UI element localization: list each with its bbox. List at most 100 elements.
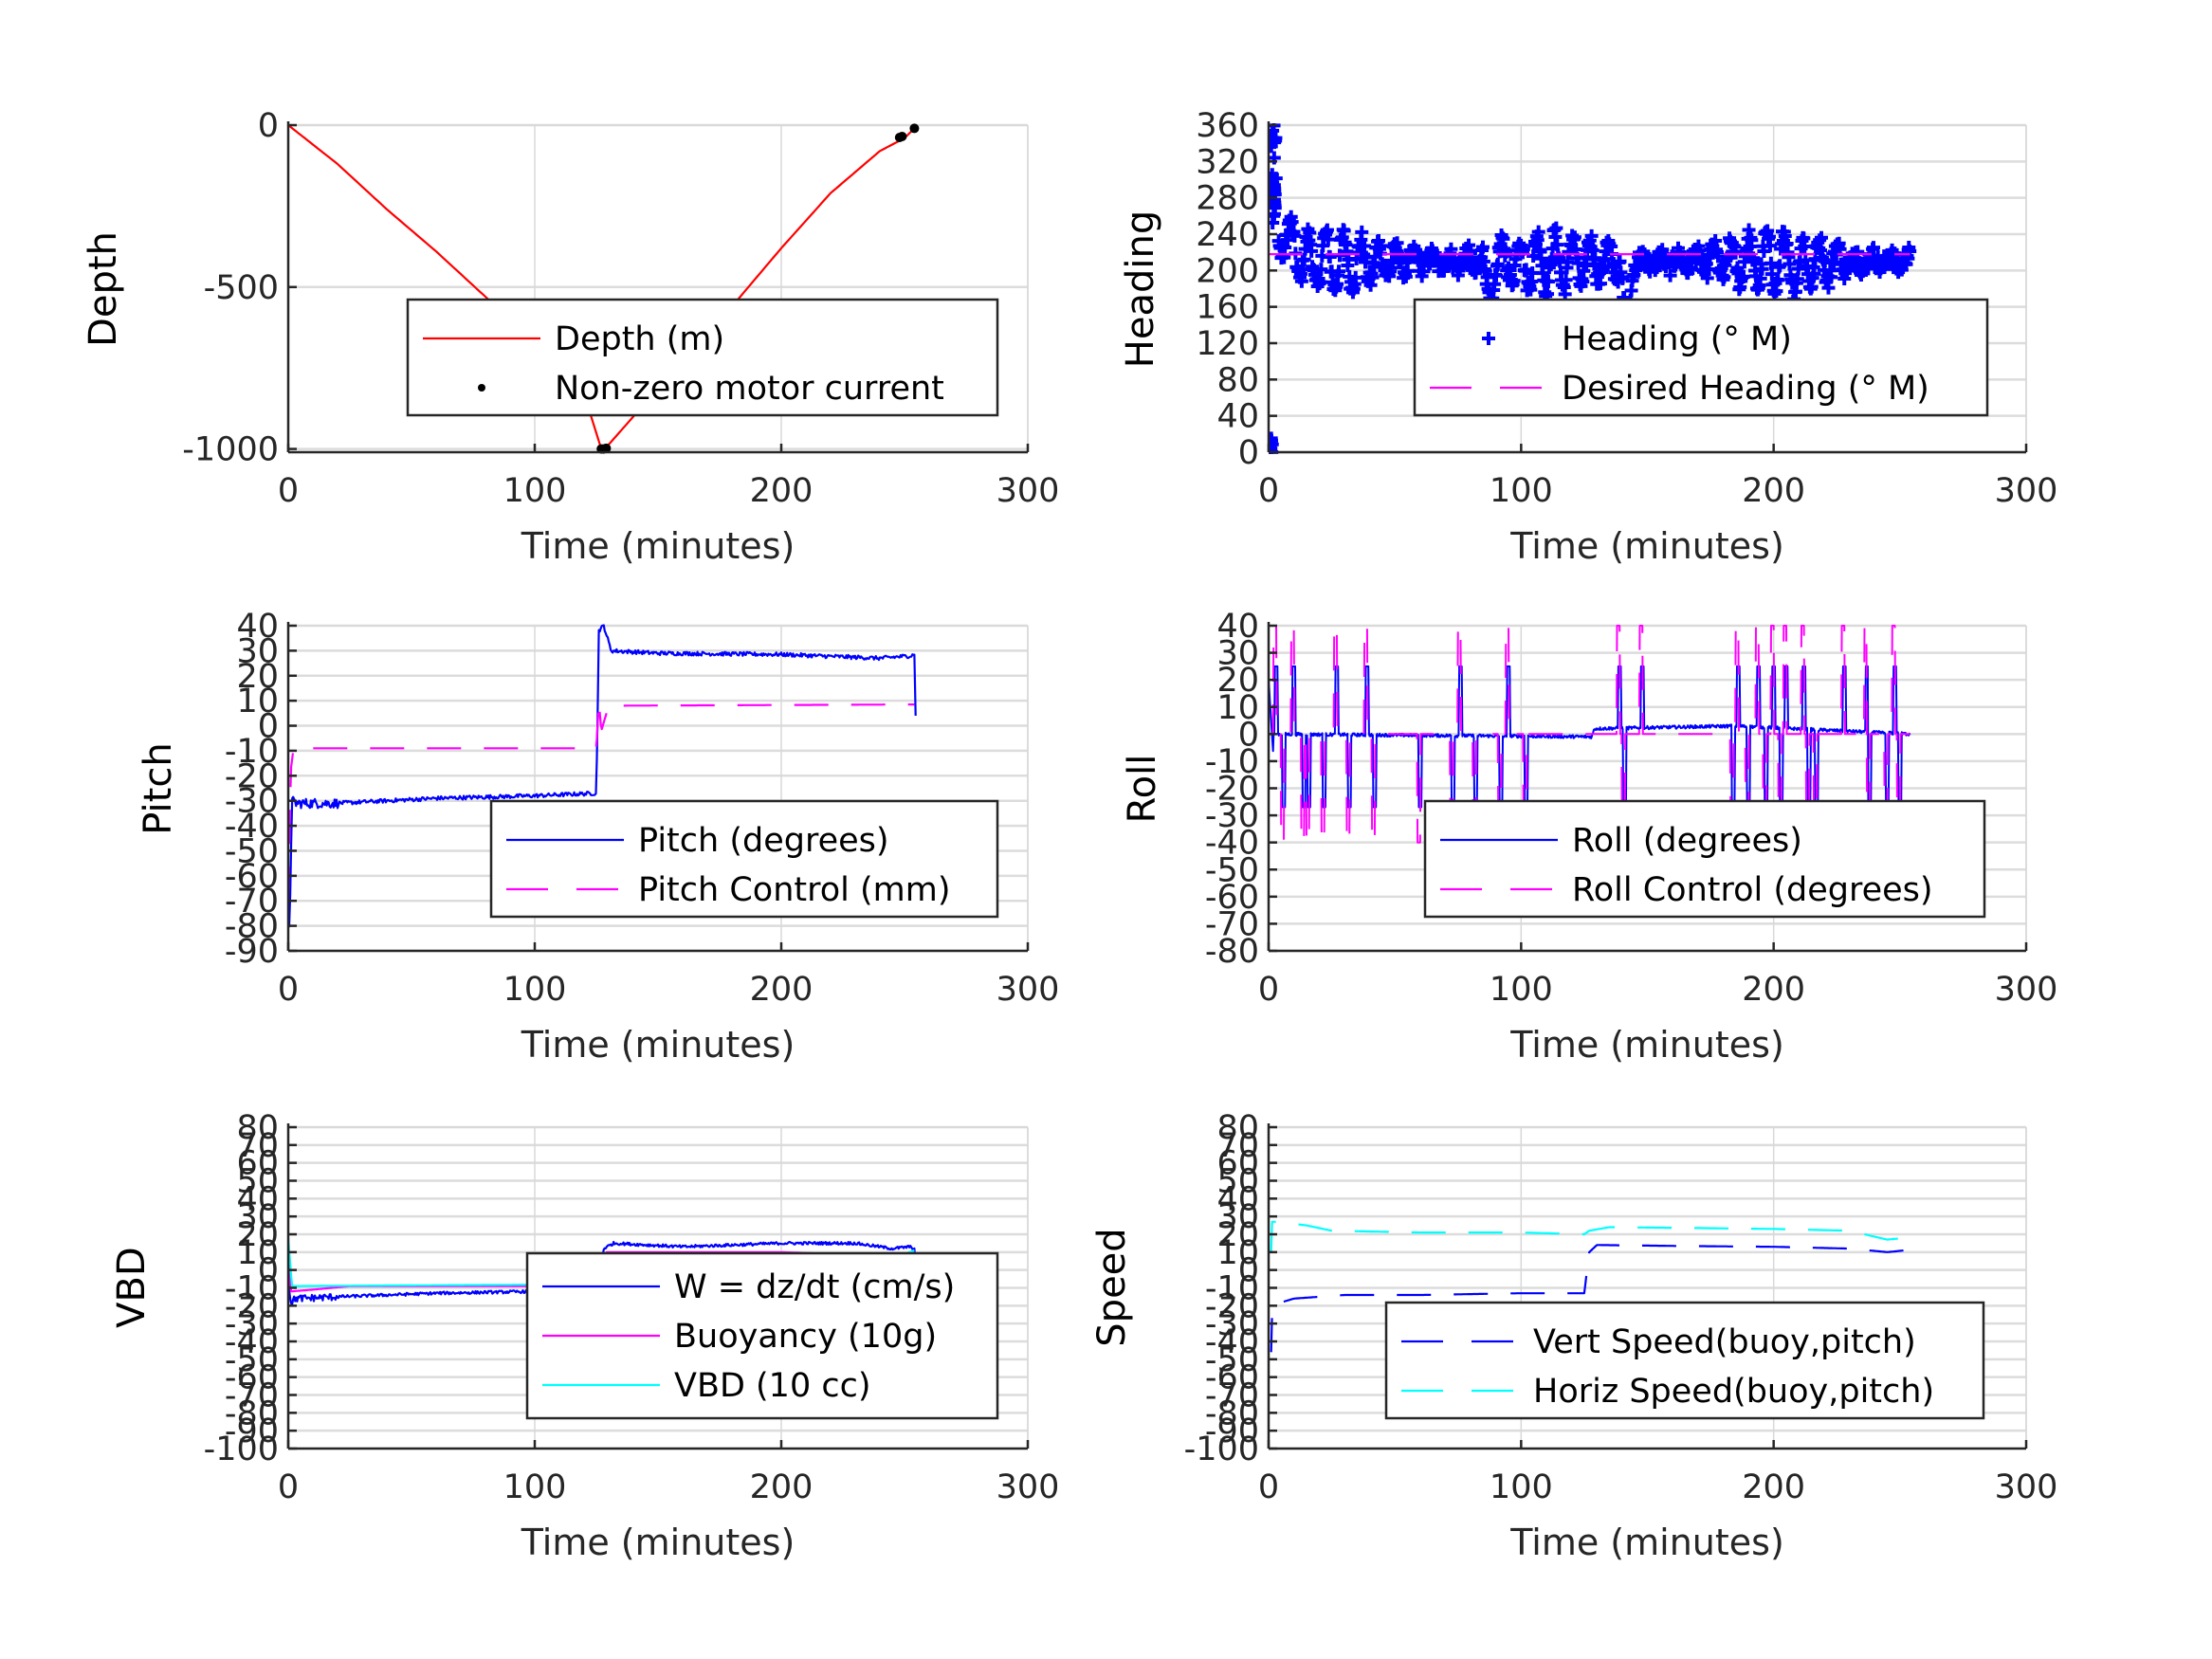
speed-ytick-label: -100	[1184, 1431, 1259, 1468]
depth-ytick-label: -500	[204, 269, 279, 307]
vbd-ytick-label: -30	[225, 1305, 279, 1343]
heading-point	[1303, 226, 1317, 240]
pitch-ytick-label: -50	[225, 832, 279, 870]
heading-point	[1358, 239, 1372, 253]
speed-plot-area	[1270, 1220, 1911, 1353]
heading-point	[1355, 225, 1369, 239]
speed-ytick-label: 80	[1216, 1109, 1259, 1147]
pitch-ytick-label: -80	[225, 908, 279, 946]
vbd-ytick-label: -80	[225, 1395, 279, 1432]
heading-point	[1549, 221, 1563, 235]
heading-point	[1269, 192, 1281, 207]
legend-marker-dot	[478, 384, 485, 392]
pitch-xtick-label: 200	[750, 971, 814, 1009]
vbd-legend: W = dz/dt (cm/s) Buoyancy (10g) VBD (10 cc…	[525, 1251, 999, 1420]
heading-point	[1631, 262, 1645, 276]
pitch-series-0	[288, 624, 917, 928]
depth-xtick-label: 0	[278, 472, 299, 510]
heading-point	[1390, 236, 1404, 250]
heading-ylabel: Heading	[1119, 210, 1162, 368]
pitch-ytick-label: 40	[236, 608, 279, 646]
depth-ylabel: Depth	[82, 231, 125, 347]
vbd-ytick-label: 20	[236, 1216, 279, 1254]
speed-ytick-label: -40	[1205, 1323, 1259, 1361]
vbd-xtick-label: 100	[503, 1468, 567, 1506]
legend-label: Roll (degrees)	[1572, 822, 1802, 860]
heading-point	[1903, 244, 1917, 258]
speed-series-0	[1270, 1244, 1911, 1353]
pitch-ytick-label: -60	[225, 858, 279, 896]
pitch-plot-area	[288, 624, 917, 928]
vbd-ytick-label: -60	[225, 1359, 279, 1397]
speed-ytick-label: -20	[1205, 1287, 1259, 1325]
heading-legend: Heading (° M) Desired Heading (° M)	[1413, 298, 1989, 417]
legend-label: Depth (m)	[555, 320, 724, 358]
speed-xtick-label: 200	[1742, 1468, 1805, 1506]
heading-ytick-label: 0	[1238, 434, 1259, 472]
vbd-ytick-label: 30	[236, 1198, 279, 1236]
pitch-xtick-label: 300	[996, 971, 1060, 1009]
heading-point	[1851, 245, 1865, 259]
heading-point	[1337, 224, 1351, 238]
heading-point	[1288, 228, 1302, 243]
heading-point	[1807, 266, 1821, 281]
pitch-ytick-label: 30	[236, 632, 279, 670]
heading-xtick-label: 100	[1490, 472, 1553, 510]
legend-label: Non-zero motor current	[555, 370, 944, 408]
speed-xlabel: Time (minutes)	[1509, 1522, 1784, 1563]
roll-ytick-label: 10	[1216, 689, 1259, 727]
roll-ytick-label: 40	[1216, 608, 1259, 646]
depth-xlabel: Time (minutes)	[521, 525, 795, 567]
heading-point	[1763, 239, 1777, 253]
heading-ytick-label: 320	[1196, 143, 1259, 181]
depth-ytick-label: 0	[258, 107, 279, 145]
pitch-xtick-label: 0	[278, 971, 299, 1009]
depth-xtick-label: 300	[996, 472, 1060, 510]
roll-plot-area	[1269, 625, 1911, 844]
heading-ytick-label: 120	[1196, 325, 1259, 363]
vbd-ytick-label: -90	[225, 1413, 279, 1450]
motor-current-point	[909, 123, 920, 134]
roll-ytick-label: -20	[1205, 771, 1259, 809]
speed-ytick-label: 0	[1238, 1252, 1259, 1290]
speed-ytick-label: -50	[1205, 1341, 1259, 1379]
pitch-ytick-label: 20	[236, 658, 279, 696]
roll-ylabel: Roll	[1121, 755, 1164, 824]
speed-xtick-label: 100	[1490, 1468, 1553, 1506]
heading-point	[1305, 244, 1319, 258]
roll-xtick-label: 100	[1490, 971, 1553, 1009]
speed-series-1	[1270, 1220, 1911, 1252]
legend-box	[406, 298, 999, 417]
roll-xtick-label: 0	[1258, 971, 1279, 1009]
legend-label: Pitch Control (mm)	[638, 871, 950, 909]
heading-point	[1815, 230, 1828, 245]
roll-ytick-label: -80	[1205, 933, 1259, 971]
roll-xtick-label: 300	[1995, 971, 2058, 1009]
heading-xlabel: Time (minutes)	[1509, 525, 1784, 567]
pitch-ytick-label: -10	[225, 733, 279, 771]
heading-point	[1278, 241, 1292, 255]
roll-legend: Roll (degrees) Roll Control (degrees)	[1423, 799, 1986, 919]
heading-point	[1269, 433, 1278, 447]
heading-point	[1745, 233, 1759, 247]
heading-point	[1769, 284, 1783, 299]
legend-label: Horiz Speed(buoy,pitch)	[1533, 1373, 1934, 1411]
pitch-ytick-label: -70	[225, 883, 279, 921]
legend-label: VBD (10 cc)	[674, 1367, 871, 1405]
legend-label: Roll Control (degrees)	[1572, 871, 1933, 909]
pitch-xlabel: Time (minutes)	[521, 1024, 795, 1066]
legend-label: Buoyancy (10g)	[674, 1318, 937, 1356]
speed-ytick-label: -10	[1205, 1270, 1259, 1308]
heading-point	[1531, 225, 1545, 239]
heading-point	[1593, 277, 1607, 291]
roll-ytick-label: -70	[1205, 905, 1259, 943]
speed-ytick-label: 40	[1216, 1180, 1259, 1218]
speed-panel: 80706050403020100-10-20-30-40-50-60-70-8…	[1090, 1109, 2057, 1563]
legend-box	[1423, 799, 1986, 919]
pitch-ytick-label: 10	[236, 683, 279, 720]
heading-point	[1717, 270, 1731, 284]
heading-xtick-label: 300	[1995, 472, 2058, 510]
